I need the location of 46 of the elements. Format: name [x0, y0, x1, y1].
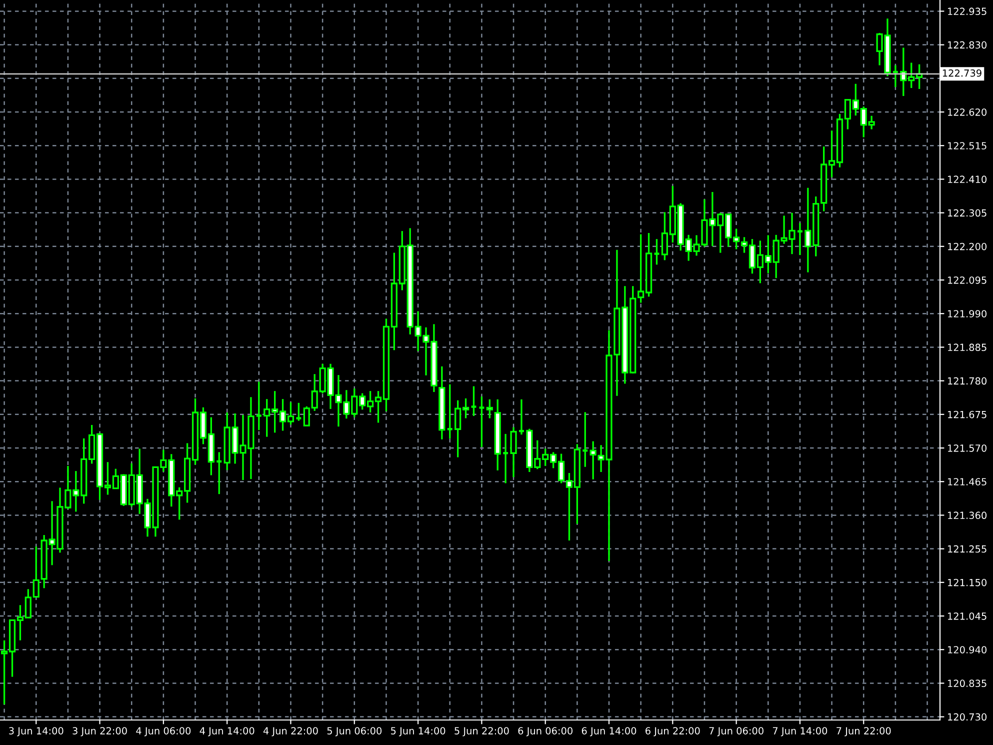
- x-tick-label: 6 Jun 14:00: [582, 727, 636, 736]
- y-tick-label: 122.095: [948, 276, 986, 284]
- ref-line-label: 122.739: [942, 69, 982, 77]
- x-tick-label: 6 Jun 22:00: [646, 727, 700, 736]
- y-tick-label: 121.150: [948, 578, 987, 586]
- y-tick-label: 120.940: [948, 646, 987, 654]
- x-tick-label: 6 Jun 06:00: [518, 727, 572, 736]
- x-tick-label: 4 Jun 06:00: [136, 727, 191, 736]
- y-tick-label: 122.620: [948, 108, 987, 116]
- x-tick-label: 3 Jun 14:00: [9, 727, 64, 736]
- candlestick: [582, 411, 589, 468]
- y-tick-label: 121.360: [948, 512, 987, 520]
- y-tick-label: 122.410: [948, 176, 987, 184]
- y-tick-label: 121.465: [948, 478, 986, 486]
- candlestick: [295, 402, 302, 422]
- x-tick-label: 7 Jun 06:00: [709, 727, 764, 736]
- x-tick-label: 5 Jun 22:00: [454, 727, 509, 736]
- y-tick-label: 121.675: [948, 410, 986, 418]
- x-tick-label: 3 Jun 22:00: [72, 727, 127, 736]
- y-tick-label: 122.830: [948, 41, 987, 49]
- y-tick-label: 121.885: [948, 344, 986, 352]
- candlestick: [470, 385, 478, 417]
- y-tick-label: 122.515: [948, 142, 986, 150]
- y-tick-label: 121.990: [948, 310, 987, 318]
- y-tick-label: 120.835: [948, 680, 986, 688]
- x-tick-label: 5 Jun 06:00: [327, 727, 382, 736]
- x-tick-label: 4 Jun 22:00: [263, 727, 318, 736]
- y-tick-label: 121.255: [948, 545, 986, 553]
- y-tick-label: 121.780: [948, 377, 987, 385]
- y-tick-label: 121.045: [948, 612, 986, 620]
- candlestick: [255, 380, 262, 431]
- candlestick: [216, 451, 223, 495]
- y-tick-label: 120.730: [948, 713, 987, 721]
- candlestick: [446, 383, 454, 440]
- candlestick: [486, 398, 493, 420]
- y-tick-label: 121.570: [948, 444, 987, 452]
- y-tick-label: 122.935: [948, 8, 986, 16]
- x-tick-label: 7 Jun 14:00: [772, 727, 828, 736]
- candlestick: [653, 238, 660, 266]
- y-tick-label: 122.305: [948, 209, 986, 217]
- x-tick-label: 5 Jun 14:00: [391, 727, 446, 736]
- candlestick: [478, 396, 486, 448]
- candlestick: [510, 426, 517, 478]
- x-tick-label: 4 Jun 14:00: [200, 727, 254, 736]
- x-tick-label: 7 Jun 22:00: [836, 727, 891, 736]
- y-tick-label: 122.200: [948, 242, 987, 250]
